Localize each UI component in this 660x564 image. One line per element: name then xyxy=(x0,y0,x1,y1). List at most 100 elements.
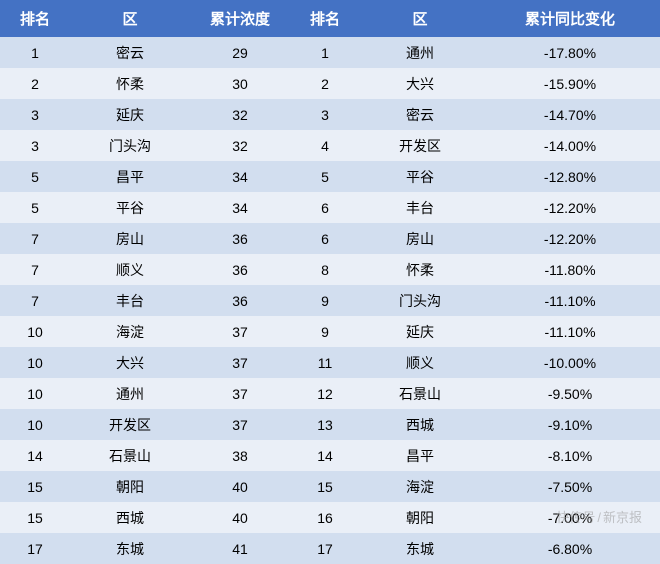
cell-rank-right: 5 xyxy=(290,161,360,192)
cell-district-right: 门头沟 xyxy=(360,285,480,316)
cell-concentration: 41 xyxy=(190,533,290,564)
cell-change: -14.70% xyxy=(480,99,660,130)
cell-rank-right: 2 xyxy=(290,68,360,99)
cell-rank-left: 15 xyxy=(0,471,70,502)
cell-rank-left: 3 xyxy=(0,99,70,130)
cell-district-right: 昌平 xyxy=(360,440,480,471)
cell-district-right: 通州 xyxy=(360,37,480,68)
cell-concentration: 37 xyxy=(190,347,290,378)
cell-concentration: 32 xyxy=(190,130,290,161)
cell-rank-left: 7 xyxy=(0,285,70,316)
cell-rank-right: 15 xyxy=(290,471,360,502)
cell-district-right: 怀柔 xyxy=(360,254,480,285)
cell-rank-right: 13 xyxy=(290,409,360,440)
cell-rank-left: 14 xyxy=(0,440,70,471)
cell-district-right: 延庆 xyxy=(360,316,480,347)
cell-rank-right: 16 xyxy=(290,502,360,533)
cell-district-right: 海淀 xyxy=(360,471,480,502)
table-row: 1密云291通州-17.80% xyxy=(0,37,660,68)
cell-district-left: 门头沟 xyxy=(70,130,190,161)
cell-rank-left: 10 xyxy=(0,378,70,409)
cell-district-left: 朝阳 xyxy=(70,471,190,502)
cell-district-right: 开发区 xyxy=(360,130,480,161)
cell-change: -9.10% xyxy=(480,409,660,440)
table-header-row: 排名 区 累计浓度 排名 区 累计同比变化 xyxy=(0,0,660,37)
cell-change: -9.50% xyxy=(480,378,660,409)
table-row: 7顺义368怀柔-11.80% xyxy=(0,254,660,285)
cell-rank-right: 6 xyxy=(290,192,360,223)
th-rank-right: 排名 xyxy=(290,0,360,37)
cell-rank-left: 7 xyxy=(0,254,70,285)
cell-district-left: 海淀 xyxy=(70,316,190,347)
cell-rank-left: 10 xyxy=(0,347,70,378)
cell-rank-left: 10 xyxy=(0,409,70,440)
cell-rank-left: 2 xyxy=(0,68,70,99)
cell-district-right: 顺义 xyxy=(360,347,480,378)
th-district-right: 区 xyxy=(360,0,480,37)
cell-district-right: 密云 xyxy=(360,99,480,130)
cell-district-left: 西城 xyxy=(70,502,190,533)
cell-district-right: 平谷 xyxy=(360,161,480,192)
cell-change: -15.90% xyxy=(480,68,660,99)
cell-district-left: 密云 xyxy=(70,37,190,68)
cell-rank-left: 15 xyxy=(0,502,70,533)
ranking-table: 排名 区 累计浓度 排名 区 累计同比变化 1密云291通州-17.80%2怀柔… xyxy=(0,0,660,564)
cell-concentration: 29 xyxy=(190,37,290,68)
table-row: 5昌平345平谷-12.80% xyxy=(0,161,660,192)
cell-rank-left: 7 xyxy=(0,223,70,254)
cell-district-left: 怀柔 xyxy=(70,68,190,99)
cell-rank-left: 17 xyxy=(0,533,70,564)
cell-change: -17.80% xyxy=(480,37,660,68)
cell-district-left: 昌平 xyxy=(70,161,190,192)
cell-concentration: 40 xyxy=(190,471,290,502)
cell-rank-right: 12 xyxy=(290,378,360,409)
cell-concentration: 37 xyxy=(190,316,290,347)
cell-concentration: 34 xyxy=(190,192,290,223)
table-row: 7房山366房山-12.20% xyxy=(0,223,660,254)
cell-rank-left: 1 xyxy=(0,37,70,68)
cell-district-left: 大兴 xyxy=(70,347,190,378)
table-row: 17东城4117东城-6.80% xyxy=(0,533,660,564)
cell-rank-left: 5 xyxy=(0,161,70,192)
th-change: 累计同比变化 xyxy=(480,0,660,37)
cell-district-left: 延庆 xyxy=(70,99,190,130)
cell-district-left: 石景山 xyxy=(70,440,190,471)
cell-district-right: 石景山 xyxy=(360,378,480,409)
cell-rank-right: 3 xyxy=(290,99,360,130)
cell-district-left: 平谷 xyxy=(70,192,190,223)
cell-district-left: 通州 xyxy=(70,378,190,409)
cell-concentration: 40 xyxy=(190,502,290,533)
table-row: 10大兴3711顺义-10.00% xyxy=(0,347,660,378)
cell-change: -8.10% xyxy=(480,440,660,471)
cell-concentration: 36 xyxy=(190,285,290,316)
cell-concentration: 37 xyxy=(190,409,290,440)
cell-rank-right: 6 xyxy=(290,223,360,254)
cell-rank-right: 17 xyxy=(290,533,360,564)
cell-district-left: 开发区 xyxy=(70,409,190,440)
table-row: 3延庆323密云-14.70% xyxy=(0,99,660,130)
cell-rank-left: 3 xyxy=(0,130,70,161)
table-row: 10海淀379延庆-11.10% xyxy=(0,316,660,347)
table-row: 5平谷346丰台-12.20% xyxy=(0,192,660,223)
table-row: 7丰台369门头沟-11.10% xyxy=(0,285,660,316)
cell-rank-right: 9 xyxy=(290,316,360,347)
cell-rank-right: 14 xyxy=(290,440,360,471)
table-row: 10通州3712石景山-9.50% xyxy=(0,378,660,409)
cell-district-right: 西城 xyxy=(360,409,480,440)
th-district-left: 区 xyxy=(70,0,190,37)
cell-district-left: 丰台 xyxy=(70,285,190,316)
cell-change: -14.00% xyxy=(480,130,660,161)
table-row: 10开发区3713西城-9.10% xyxy=(0,409,660,440)
cell-district-right: 丰台 xyxy=(360,192,480,223)
cell-rank-right: 1 xyxy=(290,37,360,68)
cell-rank-left: 5 xyxy=(0,192,70,223)
table-row: 15西城4016朝阳-7.00% xyxy=(0,502,660,533)
table-row: 14石景山3814昌平-8.10% xyxy=(0,440,660,471)
cell-concentration: 36 xyxy=(190,223,290,254)
cell-change: -12.20% xyxy=(480,223,660,254)
cell-change: -11.10% xyxy=(480,316,660,347)
cell-rank-left: 10 xyxy=(0,316,70,347)
cell-concentration: 36 xyxy=(190,254,290,285)
cell-rank-right: 4 xyxy=(290,130,360,161)
cell-rank-right: 11 xyxy=(290,347,360,378)
